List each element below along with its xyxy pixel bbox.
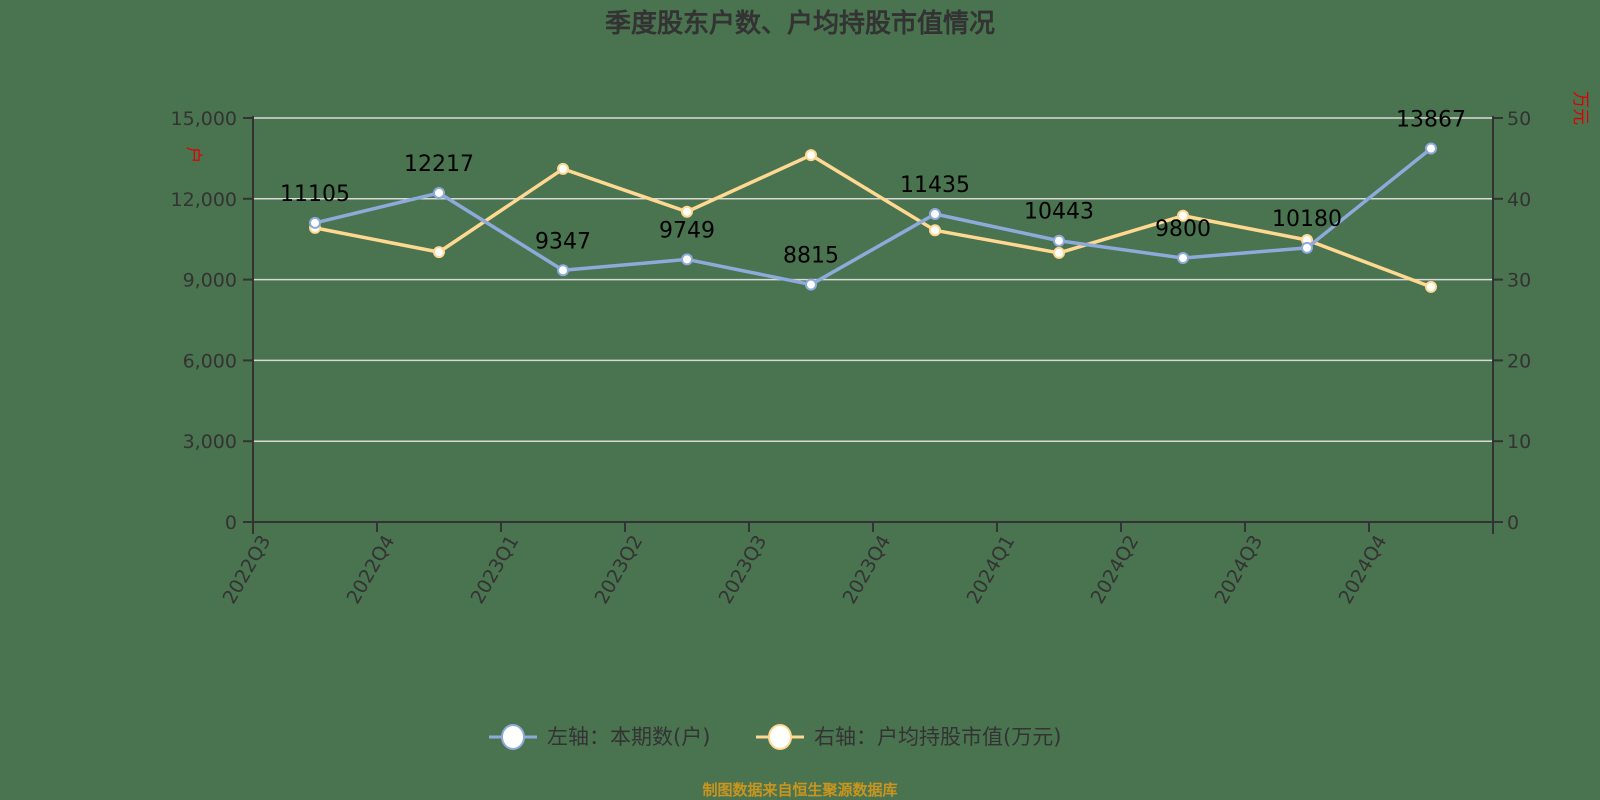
data-point-marker[interactable] [1177, 209, 1189, 222]
right-axis-ticks: 0 10 20 30 40 50 [1493, 108, 1531, 534]
x-tick-label: 2024Q2 [1087, 532, 1144, 608]
data-label: 8815 [783, 244, 839, 269]
data-point-marker[interactable] [681, 205, 693, 218]
data-point-marker[interactable] [1425, 280, 1437, 293]
right-tick-label: 10 [1507, 431, 1531, 453]
data-point-marker[interactable] [309, 216, 321, 229]
data-label: 9800 [1155, 217, 1211, 242]
data-point-marker[interactable] [805, 149, 817, 162]
data-point-marker[interactable] [1177, 252, 1189, 265]
data-point-marker[interactable] [929, 224, 941, 237]
data-point-marker[interactable] [1425, 142, 1437, 155]
left-axis-unit: 户 [183, 147, 203, 164]
right-tick-label: 20 [1507, 350, 1531, 372]
data-label: 11435 [900, 173, 970, 198]
gridlines [253, 117, 1493, 442]
x-tick-label: 2022Q3 [219, 532, 276, 608]
data-point-marker[interactable] [433, 246, 445, 259]
x-tick-label: 2022Q4 [343, 532, 400, 608]
right-tick-label: 30 [1507, 270, 1531, 292]
legend-marker-icon [501, 724, 525, 750]
legend-item-right[interactable]: 右轴：户均持股市值(万元) [756, 724, 1061, 750]
data-label: 9749 [659, 218, 715, 243]
left-tick-label: 12,000 [171, 189, 237, 211]
series-left-line [309, 142, 1437, 291]
data-label: 10443 [1024, 200, 1094, 225]
series-right-line [309, 149, 1437, 293]
legend-label-right: 右轴：户均持股市值(万元) [814, 725, 1061, 749]
data-point-marker[interactable] [433, 186, 445, 199]
chart-title: 季度股东户数、户均持股市值情况 [605, 8, 995, 39]
left-tick-label: 6,000 [183, 350, 237, 372]
data-point-marker[interactable] [557, 264, 569, 277]
data-point-marker[interactable] [929, 208, 941, 221]
x-tick-label: 2024Q1 [963, 532, 1020, 608]
data-point-marker[interactable] [1053, 246, 1065, 259]
x-tick-label: 2023Q2 [591, 532, 648, 608]
data-point-marker[interactable] [1301, 241, 1313, 254]
series-line [314, 147, 1433, 287]
left-tick-label: 3,000 [183, 431, 237, 453]
data-point-marker[interactable] [681, 253, 693, 266]
left-tick-label: 15,000 [171, 108, 237, 130]
data-point-marker[interactable] [805, 278, 817, 291]
x-tick-label: 2023Q4 [839, 532, 896, 608]
data-labels: 11105 12217 9347 9749 8815 11435 10443 9800 1018… [280, 108, 1466, 269]
right-tick-label: 40 [1507, 189, 1531, 211]
left-axis-ticks: 0 3,000 6,000 9,000 12,000 15,000 [171, 108, 253, 534]
legend-marker-icon [768, 724, 792, 750]
data-label: 12217 [404, 152, 474, 177]
x-tick-label: 2024Q4 [1335, 532, 1392, 608]
x-tick-label: 2023Q3 [715, 532, 772, 608]
legend: 左轴：本期数(户) 右轴：户均持股市值(万元) [489, 724, 1061, 750]
x-tick-label: 2023Q1 [467, 532, 524, 608]
legend-label-left: 左轴：本期数(户) [547, 725, 710, 749]
x-axis-ticks: 2022Q3 2022Q4 2023Q1 2023Q2 2023Q3 2023Q4 2024… [219, 522, 1494, 608]
source-note: 制图数据来自恒生聚源数据库 [702, 781, 897, 799]
series-line [314, 153, 1432, 289]
data-point-marker[interactable] [1053, 234, 1065, 247]
right-tick-label: 0 [1507, 512, 1519, 534]
left-tick-label: 0 [225, 512, 237, 534]
data-label: 9347 [535, 229, 591, 254]
data-label: 13867 [1396, 108, 1466, 133]
data-label: 11105 [280, 182, 350, 207]
legend-item-left[interactable]: 左轴：本期数(户) [489, 724, 710, 750]
right-axis-unit: 万元 [1570, 91, 1590, 125]
left-tick-label: 9,000 [183, 270, 237, 292]
x-tick-label: 2024Q3 [1211, 532, 1268, 608]
data-point-marker[interactable] [557, 162, 569, 175]
right-tick-label: 50 [1507, 108, 1531, 130]
data-label: 10180 [1272, 207, 1342, 232]
axes [252, 116, 1494, 534]
